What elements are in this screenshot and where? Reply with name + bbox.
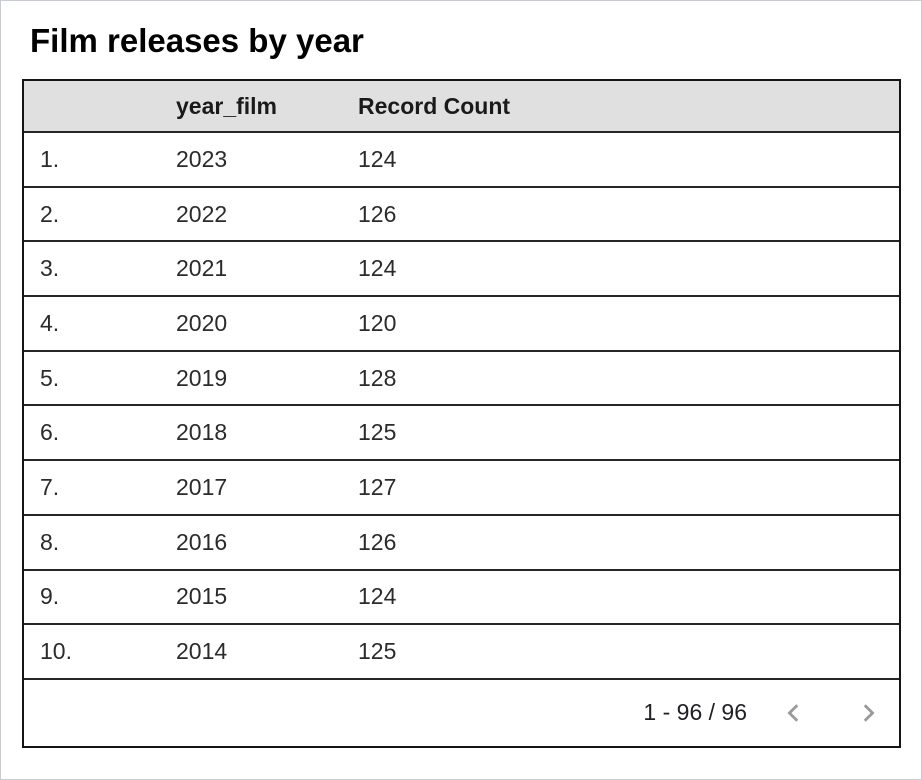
pagination-bar: 1 - 96 / 96 [24,677,899,746]
chevron-right-icon [863,704,875,722]
cell-record-count: 124 [358,255,397,282]
table-row: 2. 2022 126 [24,185,899,241]
row-index: 8. [40,528,60,555]
table-row: 8. 2016 126 [24,513,899,569]
table-row: 6. 2018 125 [24,404,899,460]
column-header-record-count[interactable]: Record Count [358,92,511,119]
cell-year-film: 2023 [176,145,228,172]
cell-year-film: 2017 [176,473,228,500]
pagination-prev-button[interactable] [780,699,808,727]
row-index: 9. [40,583,60,610]
cell-year-film: 2014 [176,638,228,665]
table-row: 4. 2020 120 [24,295,899,350]
cell-year-film: 2022 [176,200,228,227]
table-row: 10. 2014 125 [24,623,899,678]
row-index: 4. [40,309,60,336]
cell-record-count: 120 [358,309,397,336]
row-index: 7. [40,473,60,500]
row-index: 6. [40,419,60,446]
chart-title: Film releases by year [30,22,364,59]
chevron-left-icon [787,704,799,722]
row-index: 2. [40,200,60,227]
cell-record-count: 124 [358,145,397,172]
table-row: 1. 2023 124 [24,131,899,186]
cell-year-film: 2019 [176,364,228,391]
cell-year-film: 2020 [176,309,228,336]
row-index: 1. [40,145,60,172]
row-index: 3. [40,255,60,282]
row-index: 5. [40,364,60,391]
cell-record-count: 128 [358,364,397,391]
table-row: 5. 2019 128 [24,349,899,405]
table-row: 7. 2017 127 [24,459,899,514]
table-row: 9. 2015 124 [24,568,899,624]
cell-record-count: 126 [358,528,397,555]
table-row: 3. 2021 124 [24,240,899,296]
pagination-next-button[interactable] [854,699,882,727]
cell-record-count: 125 [358,419,397,446]
cell-year-film: 2015 [176,583,228,610]
cell-record-count: 125 [358,638,397,665]
cell-year-film: 2016 [176,528,228,555]
column-header-year-film[interactable]: year_film [176,92,278,119]
data-table: year_film Record Count 1. 2023 124 2. 20… [22,79,901,748]
cell-year-film: 2021 [176,255,228,282]
row-index: 10. [40,638,72,665]
pagination-range: 1 - 96 / 96 [643,699,747,726]
cell-record-count: 127 [358,473,397,500]
table-header-row: year_film Record Count [24,81,899,131]
cell-record-count: 124 [358,583,397,610]
cell-year-film: 2018 [176,419,228,446]
cell-record-count: 126 [358,200,397,227]
